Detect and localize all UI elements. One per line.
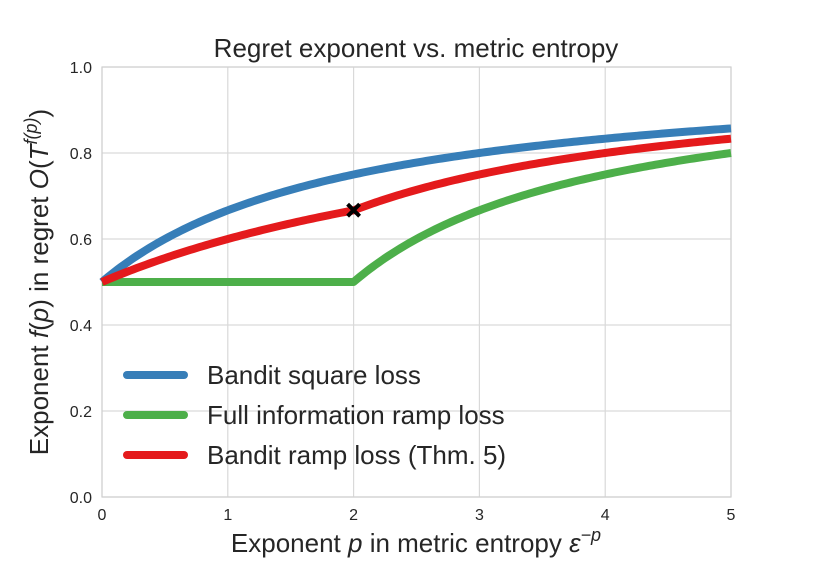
x-axis-label: Exponent p in metric entropy ε−p <box>231 525 601 558</box>
x-tick-labels: 0 1 2 3 4 5 <box>98 507 736 524</box>
y-label-sup: f(p) <box>21 117 41 144</box>
series-line-0 <box>99 124 732 286</box>
x-tick-label: 4 <box>601 507 610 524</box>
y-tick-label: 0.2 <box>70 404 92 421</box>
y-label-part: ( <box>24 322 54 331</box>
y-tick-labels: 0.0 0.2 0.4 0.6 0.8 1.0 <box>70 60 92 507</box>
x-tick-label: 1 <box>223 507 232 524</box>
y-label-p: p <box>24 308 54 323</box>
x-tick-label: 5 <box>727 507 736 524</box>
x-label-sup: −p <box>581 525 602 545</box>
y-label-part: ) in regret <box>24 189 54 308</box>
legend-label: Bandit square loss <box>207 360 421 390</box>
legend-label: Bandit ramp loss (Thm. 5) <box>207 440 506 470</box>
y-label-part: ( <box>24 160 54 169</box>
x-tick-label: 0 <box>98 507 107 524</box>
series-line-2 <box>100 134 732 286</box>
y-label-part: ) <box>24 109 54 118</box>
x-marker <box>346 202 362 218</box>
y-label-T: T <box>24 142 54 160</box>
x-label-part: in metric entropy <box>362 528 569 558</box>
y-label-part: Exponent <box>24 338 54 455</box>
series-lines <box>99 124 732 286</box>
legend-label: Full information ramp loss <box>207 400 505 430</box>
x-label-var: p <box>347 528 362 558</box>
y-axis-label: Exponent f(p) in regret O(Tf(p)) <box>21 109 54 455</box>
y-tick-label: 0.4 <box>70 318 92 335</box>
y-tick-label: 1.0 <box>70 60 92 77</box>
y-tick-label: 0.0 <box>70 490 92 507</box>
y-label-O: O <box>24 169 54 189</box>
x-label-part: Exponent <box>231 528 348 558</box>
series-line-1 <box>101 149 732 286</box>
x-tick-label: 3 <box>475 507 484 524</box>
y-tick-label: 0.8 <box>70 146 92 163</box>
x-label-eps: ε <box>569 528 581 558</box>
y-label-f: f <box>24 328 54 338</box>
y-tick-label: 0.6 <box>70 232 92 249</box>
x-marker-icon <box>346 202 362 218</box>
x-tick-label: 2 <box>349 507 358 524</box>
chart-title: Regret exponent vs. metric entropy <box>214 33 619 63</box>
legend: Bandit square loss Full information ramp … <box>123 360 506 470</box>
